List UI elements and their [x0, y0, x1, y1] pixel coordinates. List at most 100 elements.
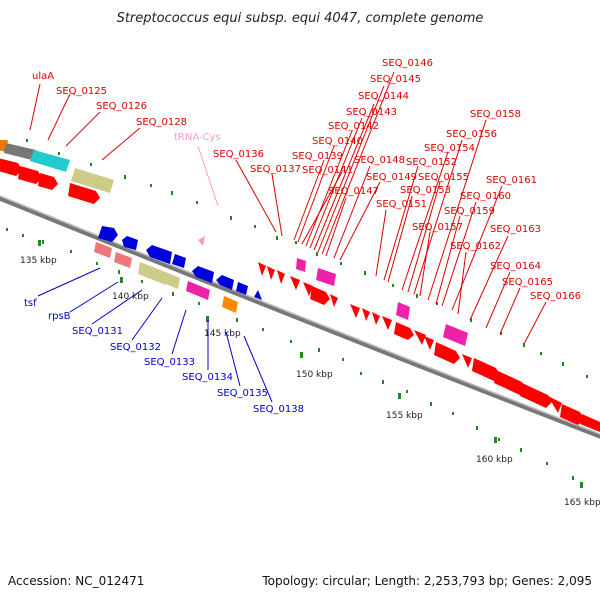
gene-label: SEQ_0132 — [110, 342, 161, 353]
gc-mark — [360, 372, 362, 375]
leader-line — [441, 201, 477, 307]
gene-label: SEQ_0147 — [328, 186, 379, 197]
gene-arrow — [434, 342, 460, 364]
gc-mark — [520, 448, 522, 452]
reverse-strand-genes — [94, 226, 262, 313]
gc-mark — [262, 328, 264, 331]
tick-label: 135 kbp — [20, 256, 57, 266]
gene-arrow — [414, 330, 426, 345]
gene-label: SEQ_0158 — [470, 109, 521, 120]
gene-arrow — [330, 294, 338, 307]
gene-arrow — [462, 354, 472, 368]
gene-label: SEQ_0125 — [56, 86, 107, 97]
gc-mark — [118, 270, 120, 274]
gene-arrow — [216, 275, 234, 290]
leader-line — [325, 197, 347, 257]
gc-mark — [382, 380, 384, 384]
trna-label: tRNA-Cys — [174, 132, 221, 143]
gene-arrow — [382, 316, 392, 330]
gc-mark — [90, 163, 92, 166]
leader-line — [65, 111, 101, 147]
genome-backbone — [0, 195, 600, 439]
gc-mark — [141, 280, 143, 283]
leader-line — [235, 159, 277, 233]
gene-arrow — [310, 286, 330, 305]
gene-arrow — [18, 166, 42, 184]
gc-mark — [290, 340, 292, 343]
leader-line — [101, 127, 141, 161]
gene-arrow — [114, 252, 132, 268]
gc-mark — [586, 375, 588, 378]
leader-line — [407, 181, 441, 293]
gene-label: SEQ_0142 — [328, 121, 379, 132]
gc-mark — [96, 262, 98, 265]
gene-label: SEQ_0164 — [490, 261, 541, 272]
gene-arrow — [494, 370, 526, 395]
gc-mark — [172, 292, 174, 296]
gene-label: SEQ_0152 — [406, 157, 457, 168]
gene-label: SEQ_0136 — [213, 149, 264, 160]
ruler-tick — [494, 437, 497, 443]
gene-label: SEQ_0148 — [354, 155, 405, 166]
leader-line — [313, 103, 375, 251]
gene-label: SEQ_0141 — [302, 165, 353, 176]
gc-mark — [6, 228, 8, 231]
leader-line — [293, 159, 325, 241]
gene-label: SEQ_0135 — [217, 388, 268, 399]
gc-mark — [342, 358, 344, 361]
gc-mark — [295, 241, 297, 244]
gc-mark — [406, 390, 408, 393]
gene-arrow — [277, 270, 285, 284]
topology-summary: Topology: circular; Length: 2,253,793 bp… — [261, 574, 592, 588]
gc-mark — [230, 216, 232, 220]
gc-mark — [42, 240, 44, 244]
gene-label: SEQ_0155 — [418, 172, 469, 183]
gene-label: tsf — [24, 298, 37, 309]
gene-arrow — [254, 290, 262, 300]
gc-mark — [523, 343, 525, 347]
gene-arrow — [267, 266, 275, 280]
gc-content-track-outer — [26, 139, 588, 378]
leader-line — [451, 185, 503, 311]
gene-label: SEQ_0133 — [144, 357, 195, 368]
leader-line — [131, 297, 163, 341]
trna-marker — [198, 236, 205, 246]
leader-line — [339, 181, 381, 261]
leader-line — [317, 85, 385, 253]
leader-line — [457, 251, 467, 315]
leader-line — [37, 267, 101, 297]
gene-label: SEQ_0128 — [136, 117, 187, 128]
gene-arrow — [222, 296, 238, 313]
gene-label: SEQ_0145 — [370, 74, 421, 85]
forward-leaders — [29, 71, 547, 345]
ruler-tick — [398, 393, 401, 399]
gene-label: SEQ_0134 — [182, 372, 233, 383]
gene-label: SEQ_0146 — [382, 58, 433, 69]
leader-line — [413, 139, 463, 295]
gene-arrow — [236, 282, 248, 295]
gene-label: SEQ_0131 — [72, 326, 123, 337]
gene-arrow — [0, 158, 22, 176]
gene-arrow — [172, 254, 186, 268]
gene-arrow — [472, 358, 500, 381]
gene-label: SEQ_0165 — [502, 277, 553, 288]
gene-arrow — [424, 336, 434, 350]
gene-arrow — [192, 266, 214, 283]
forward-strand-genes — [0, 140, 600, 432]
ruler-tick — [300, 352, 303, 358]
gc-mark — [124, 175, 126, 179]
gc-mark — [150, 184, 152, 187]
gc-mark — [364, 271, 366, 275]
gene-arrow — [296, 258, 306, 272]
gene-arrow — [362, 308, 370, 321]
gene-arrow — [290, 276, 300, 290]
gene-arrow — [138, 262, 168, 285]
gene-label: SEQ_0139 — [292, 151, 343, 162]
tick-label: 160 kbp — [476, 455, 513, 465]
gene-label: SEQ_0162 — [450, 241, 501, 252]
tick-label: 145 kbp — [204, 329, 241, 339]
gene-arrow — [548, 396, 562, 413]
gene-label: SEQ_0143 — [346, 107, 397, 118]
leader-line — [333, 165, 371, 259]
gc-mark — [340, 262, 342, 265]
